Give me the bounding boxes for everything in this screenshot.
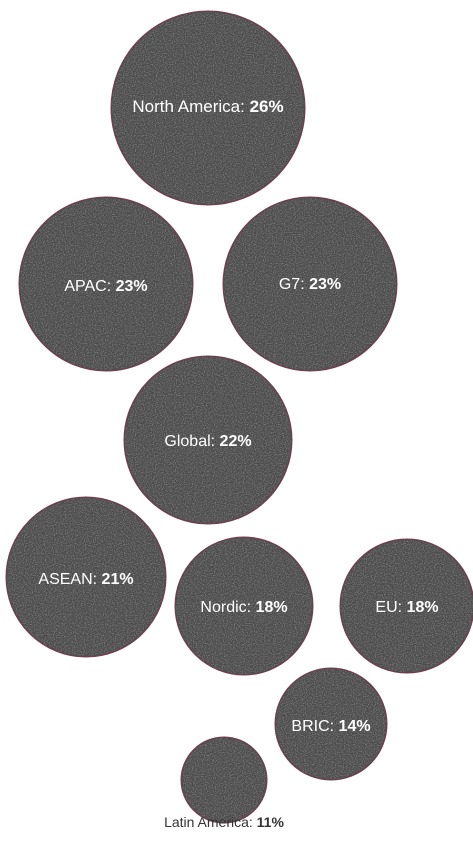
bubble-label-name-g7: G7: [279,276,309,293]
bubble-g7: G7: 23% [222,196,398,372]
bubble-label-eu: EU: 18% [375,599,438,616]
bubble-label-name-latin-america: Latin America: [164,814,257,830]
bubble-label-latin-america: Latin America: 11% [164,814,284,830]
bubble-texture-eu [341,540,473,672]
bubble-label-name-asean: ASEAN: [38,571,101,588]
bubble-label-value-latin-america: 11% [257,814,285,830]
bubble-label-name-north-america: North America: [132,97,249,116]
bubble-label-value-asean: 21% [102,571,134,588]
bubbles-group: North America: 26%APAC: 23% G7: 23%Global… [5,10,473,830]
bubble-label-name-nordic: Nordic: [200,599,255,616]
bubble-texture-asean [7,498,165,656]
bubble-label-value-apac: 23% [116,278,148,295]
bubble-label-apac: APAC: 23% [64,278,147,295]
bubble-label-value-g7: 23% [309,276,341,293]
bubble-north-america: North America: 26% [110,10,306,206]
bubble-label-name-bric: BRIC: [291,718,338,735]
bubble-label-value-eu: 18% [407,599,439,616]
bubble-label-nordic: Nordic: 18% [200,599,287,616]
bubble-label-bric: BRIC: 14% [291,718,370,735]
bubble-texture-global [125,357,291,523]
bubble-label-value-nordic: 18% [256,599,288,616]
bubble-texture-g7 [224,198,396,370]
bubble-texture-apac [20,198,192,370]
bubble-label-name-global: Global: [164,433,219,450]
bubble-label-north-america: North America: 26% [132,97,283,116]
bubble-apac: APAC: 23% [18,196,194,372]
bubble-global: Global: 22% [123,355,293,525]
bubble-label-global: Global: 22% [164,433,251,450]
bubble-texture-latin-america [182,738,266,822]
bubble-label-asean: ASEAN: 21% [38,571,133,588]
bubble-label-name-apac: APAC: [64,278,115,295]
bubble-latin-america: Latin America: 11% [164,736,284,830]
bubble-texture-north-america [112,12,304,204]
bubble-label-value-global: 22% [220,433,252,450]
bubble-bric: BRIC: 14% [274,667,388,781]
bubble-nordic: Nordic: 18% [174,536,314,676]
bubble-label-value-bric: 14% [339,718,371,735]
bubble-eu: EU: 18% [339,538,473,674]
bubble-texture-nordic [176,538,312,674]
bubble-label-name-eu: EU: [375,599,406,616]
bubble-label-value-north-america: 26% [250,97,284,116]
bubble-label-g7: G7: 23% [279,276,341,293]
bubble-texture-bric [276,669,386,779]
bubble-asean: ASEAN: 21% [5,496,167,658]
